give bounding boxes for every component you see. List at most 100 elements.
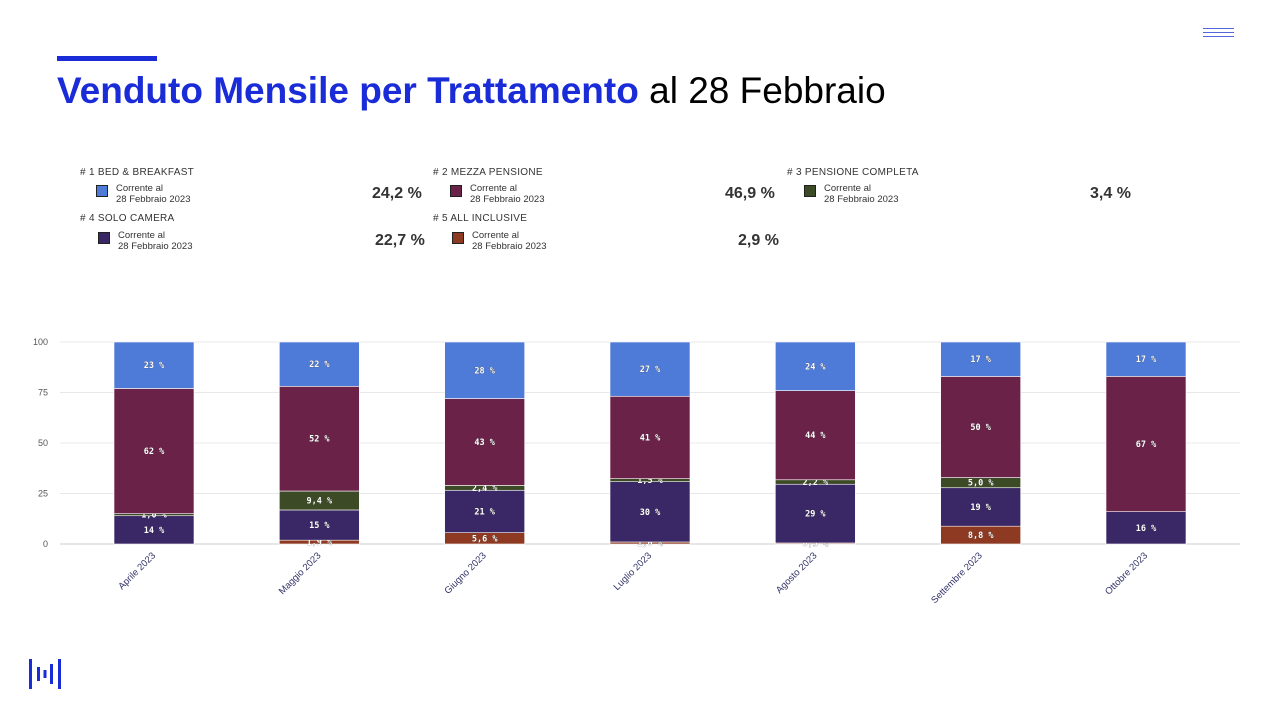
data-label: 1,0 % [637,539,663,549]
data-label: 0,5 % [803,539,829,549]
legend-item-bed-breakfast[interactable]: Corrente al 28 Febbraio 2023 [96,183,190,205]
data-label: 9,4 % [307,496,333,506]
bar-segment[interactable] [609,395,691,479]
legend-swatch-solo-camera [98,232,110,244]
data-label: 50 % [970,423,991,433]
data-label: 28 % [474,366,495,376]
data-label: 8,8 % [968,531,994,541]
legend-label-line2: 28 Febbraio 2023 [118,241,193,252]
x-tick-label: Aprile 2023 [116,550,158,592]
bar-segment[interactable] [444,398,525,486]
menu-icon[interactable] [1203,28,1234,40]
data-label: 22 % [309,360,330,370]
data-label: 30 % [640,508,661,518]
data-label: 1,5 % [637,476,663,486]
legend-percent-all-inclusive: 2,9 % [738,232,779,249]
data-label: 43 % [474,438,495,448]
data-label: 19 % [970,503,991,513]
legend-percent-bed-breakfast: 24,2 % [372,185,422,202]
bar-segment[interactable] [609,481,691,543]
bar-segment[interactable] [1105,341,1187,377]
bar-segment[interactable] [940,487,1021,527]
data-label: 16 % [1136,524,1157,534]
legend-section-bed-breakfast: # 1 BED & BREAKFAST [80,167,195,178]
legend-item-solo-camera[interactable]: Corrente al 28 Febbraio 2023 [98,230,192,252]
brand-logo-icon [29,659,61,689]
bar-segment[interactable] [279,341,360,387]
data-label: 41 % [640,433,661,443]
bar-segment[interactable] [775,390,856,481]
bar-segment[interactable] [113,515,195,545]
data-label: 1,0 % [141,511,167,521]
y-tick-label: 25 [38,489,48,499]
x-tick-label: Giugno 2023 [443,550,489,596]
bar-segment[interactable] [113,388,195,514]
title-bold: Venduto Mensile per Trattamento [57,70,639,111]
data-label: 21 % [474,507,495,517]
legend-item-pensione-completa[interactable]: Corrente al 28 Febbraio 2023 [804,183,898,205]
data-label: 1,9 % [307,538,333,548]
data-label: 24 % [805,362,826,372]
bar-segment[interactable] [940,341,1021,377]
bar-segment[interactable] [775,483,856,544]
legend-swatch-mezza-pensione [450,185,462,197]
data-label: 23 % [144,361,165,371]
data-label: 5,6 % [472,534,498,544]
legend-swatch-pensione-completa [804,185,816,197]
bar-segment[interactable] [279,509,360,541]
bar-segment[interactable] [279,386,360,492]
legend-label-line2: 28 Febbraio 2023 [116,194,191,205]
y-tick-label: 0 [43,539,48,549]
legend-section-pensione-completa: # 3 PENSIONE COMPLETA [787,167,919,178]
legend-label-line2: 28 Febbraio 2023 [472,241,547,252]
legend-item-all-inclusive[interactable]: Corrente al 28 Febbraio 2023 [452,230,546,252]
bar-segment[interactable] [609,341,691,397]
legend-item-mezza-pensione[interactable]: Corrente al 28 Febbraio 2023 [450,183,544,205]
legend-percent-pensione-completa: 3,4 % [1090,185,1131,202]
bar-segment[interactable] [1105,376,1187,512]
data-label: 67 % [1136,440,1157,450]
bar-segment[interactable] [940,376,1021,478]
legend-section-mezza-pensione: # 2 MEZZA PENSIONE [433,167,543,178]
data-label: 2,4 % [472,484,498,494]
y-tick-label: 100 [33,337,48,347]
bar-segment[interactable] [1105,511,1187,545]
data-label: 44 % [805,431,826,441]
data-label: 29 % [805,510,826,520]
legend-label-line1: Corrente al [824,183,871,194]
legend-label-line1: Corrente al [118,230,165,241]
legend-percent-mezza-pensione: 46,9 % [725,185,775,202]
x-tick-label: Settembre 2023 [929,550,985,606]
legend-label-line1: Corrente al [472,230,519,241]
legend-label-line2: 28 Febbraio 2023 [470,194,545,205]
legend-section-all-inclusive: # 5 ALL INCLUSIVE [433,213,528,224]
x-tick-label: Agosto 2023 [774,550,820,596]
title-rest: al 28 Febbraio [649,70,886,111]
legend-percent-solo-camera: 22,7 % [375,232,425,249]
bar-segment[interactable] [444,489,525,533]
data-label: 17 % [970,355,991,365]
x-tick-label: Maggio 2023 [277,550,324,597]
data-label: 52 % [309,435,330,445]
y-tick-label: 50 [38,438,48,448]
bar-segment[interactable] [775,341,856,391]
legend-label-line2: 28 Febbraio 2023 [824,194,899,205]
title-accent-rule [57,56,157,61]
legend-swatch-bed-breakfast [96,185,108,197]
x-tick-label: Ottobre 2023 [1103,550,1150,597]
x-tick-label: Luglio 2023 [612,550,655,593]
y-tick-label: 75 [38,388,48,398]
data-label: 62 % [144,447,165,457]
data-label: 27 % [640,365,661,375]
bar-segment[interactable] [113,341,195,389]
data-label: 15 % [309,521,330,531]
data-label: 17 % [1136,355,1157,365]
legend-section-solo-camera: # 4 SOLO CAMERA [80,213,175,224]
legend-swatch-all-inclusive [452,232,464,244]
data-label: 5,0 % [968,479,994,489]
legend-label-line1: Corrente al [470,183,517,194]
data-label: 2,2 % [803,478,829,488]
bar-segment[interactable] [444,341,525,399]
data-label: 14 % [144,526,165,536]
